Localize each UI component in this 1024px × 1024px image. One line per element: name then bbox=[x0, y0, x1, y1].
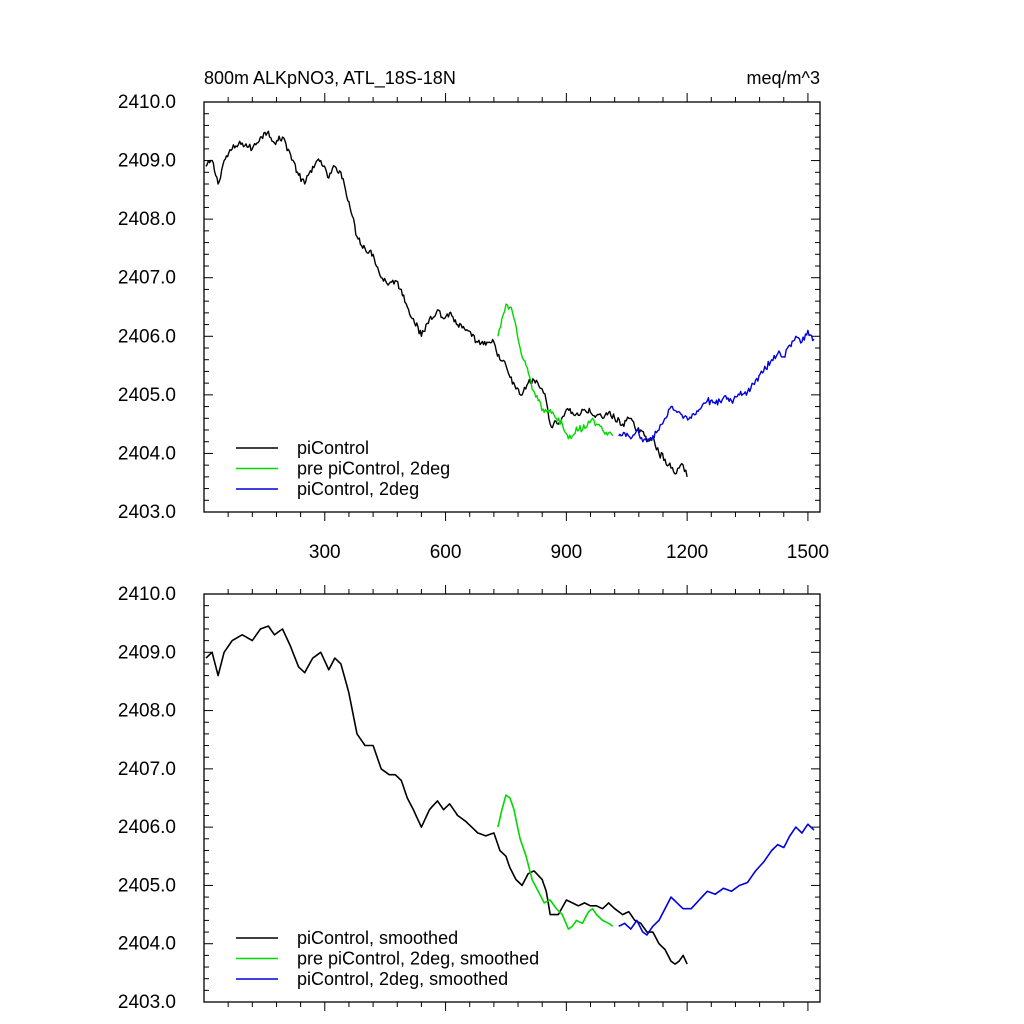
chart-units: meq/m^3 bbox=[747, 68, 820, 88]
y-tick-label: 2405.0 bbox=[118, 385, 176, 406]
y-tick-label: 2406.0 bbox=[118, 326, 176, 347]
x-tick-label: 1500 bbox=[787, 542, 829, 563]
legend-label: piControl, 2deg bbox=[297, 479, 419, 499]
y-tick-label: 2403.0 bbox=[118, 992, 176, 1013]
x-tick-label: 1200 bbox=[666, 542, 708, 563]
series-line-picontrol bbox=[205, 130, 688, 478]
legend-label: pre piControl, 2deg bbox=[297, 459, 450, 479]
series-line-pre-picontrol-2deg-smoothed bbox=[497, 794, 614, 930]
x-tick-label: 600 bbox=[430, 542, 462, 563]
series-line-picontrol-smoothed bbox=[205, 625, 688, 965]
chart-panel-2: 2403.0 2404.0 2405.0 2406.0 2407.0 2408.0 2409… bbox=[118, 584, 821, 1013]
tick-marks bbox=[204, 585, 820, 1011]
plot-frame bbox=[203, 593, 821, 1003]
plot-frame bbox=[203, 101, 821, 513]
y-tick-label: 2405.0 bbox=[118, 875, 176, 896]
y-tick-label: 2408.0 bbox=[118, 701, 176, 722]
y-tick-label: 2408.0 bbox=[118, 209, 176, 230]
tick-marks bbox=[204, 93, 820, 521]
legend-label: pre piControl, 2deg, smoothed bbox=[297, 949, 539, 969]
chart-panel-1: 800m ALKpNO3, ATL_18S-18N meq/m^3 2403.0 24… bbox=[118, 68, 829, 563]
x-tick-label: 300 bbox=[309, 542, 341, 563]
y-tick-label: 2410.0 bbox=[118, 92, 176, 113]
y-tick-label: 2409.0 bbox=[118, 151, 176, 172]
y-tick-label: 2406.0 bbox=[118, 817, 176, 838]
y-tick-label: 2407.0 bbox=[118, 759, 176, 780]
x-tick-label: 900 bbox=[551, 542, 583, 563]
y-tick-label: 2404.0 bbox=[118, 443, 176, 464]
legend-label: piControl, smoothed bbox=[297, 928, 458, 948]
series-line-pre-picontrol-2deg bbox=[497, 303, 614, 440]
y-tick-label: 2410.0 bbox=[118, 584, 176, 605]
series-line-picontrol-2deg-smoothed bbox=[618, 823, 815, 936]
y-tick-label: 2403.0 bbox=[118, 502, 176, 523]
y-tick-label: 2409.0 bbox=[118, 642, 176, 663]
y-tick-label: 2404.0 bbox=[118, 934, 176, 955]
series-line-picontrol-2deg bbox=[618, 329, 815, 443]
y-tick-label: 2407.0 bbox=[118, 268, 176, 289]
chart-title: 800m ALKpNO3, ATL_18S-18N bbox=[204, 68, 456, 89]
legend-label: piControl bbox=[297, 438, 369, 458]
legend-label: piControl, 2deg, smoothed bbox=[297, 969, 508, 989]
